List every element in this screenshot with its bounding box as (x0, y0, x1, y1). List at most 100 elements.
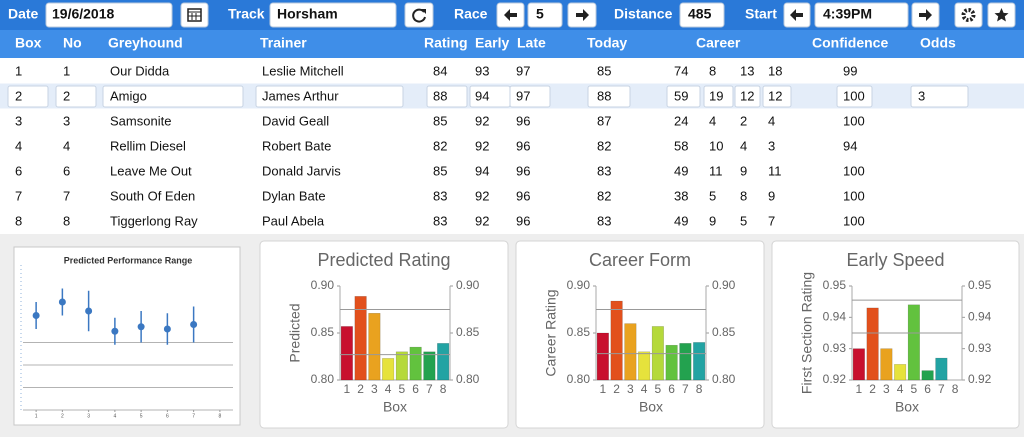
cell: 85 (433, 163, 447, 178)
chart-title: Career Form (589, 250, 691, 270)
bar (395, 351, 408, 381)
cell: James Arthur (262, 88, 339, 103)
start-next-button[interactable] (911, 2, 940, 28)
race-label: Race (454, 6, 488, 22)
cell: Dylan Bate (262, 188, 326, 203)
distance-value: 485 (688, 6, 712, 22)
x-tick-label: 6 (924, 382, 931, 396)
chart-panel (259, 240, 509, 429)
race-prev-button[interactable] (496, 2, 525, 28)
cell-input[interactable] (587, 85, 631, 108)
column-header: Greyhound (108, 35, 183, 51)
cell-input[interactable] (7, 85, 49, 108)
cell: 3 (768, 138, 775, 153)
y2-tick-label: 0.90 (456, 278, 480, 292)
x-tick-label: 3 (627, 382, 634, 396)
cell: 96 (516, 213, 530, 228)
distance-input[interactable] (679, 2, 725, 28)
cell-input[interactable] (910, 85, 969, 108)
x-tick-label: 7 (426, 382, 433, 396)
y-axis-label: Predicted (287, 303, 303, 362)
chart-panel (13, 246, 241, 426)
column-header: No (63, 35, 82, 51)
bar (693, 342, 706, 381)
cell: 85 (597, 63, 611, 78)
cell: 4 (740, 138, 747, 153)
cell-input[interactable] (255, 85, 404, 108)
cell: 4 (15, 138, 22, 153)
cell: 82 (597, 188, 611, 203)
cell: 74 (674, 63, 688, 78)
cell: Our Didda (110, 63, 170, 78)
track-input[interactable] (269, 2, 397, 28)
bar (624, 323, 637, 381)
distance-label: Distance (614, 6, 673, 22)
cell: 4 (709, 113, 716, 128)
bar (437, 343, 450, 381)
settings-button[interactable] (954, 2, 983, 28)
x-tick-label: 2 (613, 382, 620, 396)
cell-input[interactable] (836, 85, 873, 108)
bar (880, 348, 893, 381)
x-tick-label: 4 (385, 382, 392, 396)
cell-input[interactable] (703, 85, 734, 108)
calendar-button[interactable] (180, 2, 209, 28)
start-prev-button[interactable] (783, 2, 811, 28)
cell: 9 (740, 163, 747, 178)
race-next-button[interactable] (567, 2, 597, 28)
cell: 100 (843, 113, 865, 128)
y2-tick-label: 0.95 (968, 278, 992, 292)
x-tick-label: 8 (440, 382, 447, 396)
cell: 8 (740, 188, 747, 203)
x-tick-label: 4 (641, 382, 648, 396)
x-tick-label: 4 (897, 382, 904, 396)
cell: 2 (63, 88, 70, 103)
cell-input[interactable] (762, 85, 792, 108)
x-tick-label: 2 (357, 382, 364, 396)
cell-input[interactable] (102, 85, 244, 108)
cell: 94 (475, 163, 489, 178)
y-tick-label: 0.90 (567, 278, 591, 292)
cell: 88 (433, 88, 447, 103)
cell: Paul Abela (262, 213, 325, 228)
favorite-button[interactable] (987, 2, 1016, 28)
cell: 6 (15, 163, 22, 178)
date-input[interactable] (45, 2, 173, 28)
cell: 92 (475, 188, 489, 203)
cell-input[interactable] (734, 85, 761, 108)
x-tick-label: 3 (371, 382, 378, 396)
cell-input[interactable] (55, 85, 97, 108)
cell-input[interactable] (426, 85, 468, 108)
cell: 99 (843, 63, 857, 78)
cell: 58 (674, 138, 688, 153)
cell: 97 (516, 88, 530, 103)
y2-tick-label: 0.92 (968, 372, 992, 386)
cell: 93 (475, 63, 489, 78)
cell: 84 (433, 63, 447, 78)
cell: 4 (63, 138, 70, 153)
cell: 87 (597, 113, 611, 128)
cell: 88 (597, 88, 611, 103)
cell-input[interactable] (509, 85, 551, 108)
x-tick-label: 7 (682, 382, 689, 396)
bar (610, 300, 623, 381)
cell: 59 (674, 88, 688, 103)
cell: 82 (597, 138, 611, 153)
refresh-button[interactable] (404, 2, 434, 28)
cell: 7 (15, 188, 22, 203)
chart-title: Predicted Performance Range (64, 255, 193, 265)
x-tick-label: 5 (911, 382, 918, 396)
race-input[interactable] (527, 2, 563, 28)
x-tick-label: 2 (869, 382, 876, 396)
cell: 11 (768, 163, 782, 178)
chart-panel (515, 240, 765, 429)
table-header (0, 30, 1024, 58)
bar (894, 364, 907, 381)
bar (354, 296, 367, 381)
cell: Donald Jarvis (262, 163, 341, 178)
x-tick-label: 8 (696, 382, 703, 396)
start-input[interactable] (814, 2, 909, 28)
cell: 49 (674, 163, 688, 178)
cell-input[interactable] (666, 85, 701, 108)
